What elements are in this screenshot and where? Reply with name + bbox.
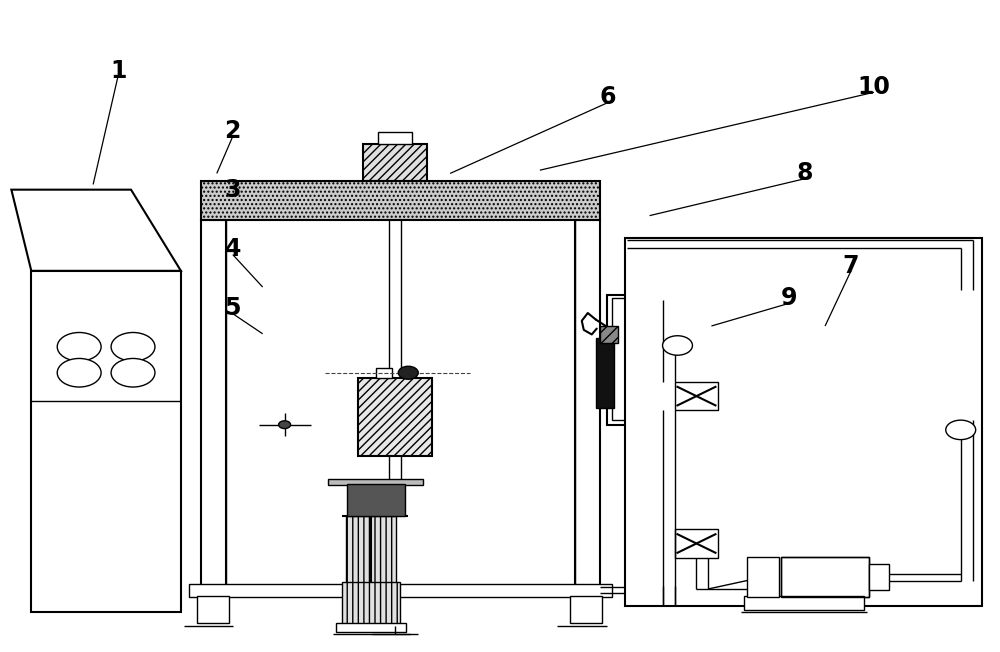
Bar [628,276,642,297]
Text: 1: 1 [110,59,126,83]
Bar [630,295,640,410]
Bar [197,596,229,623]
Text: 6: 6 [599,85,616,110]
Bar [612,298,679,420]
Circle shape [57,359,101,387]
Text: 7: 7 [843,254,859,278]
Bar [869,564,889,590]
Text: 5: 5 [224,297,241,321]
Circle shape [57,333,101,361]
Polygon shape [11,190,181,271]
Bar [376,368,392,378]
Bar [346,516,396,583]
Text: 9: 9 [781,286,797,310]
Bar [358,378,432,456]
Bar [388,185,402,196]
Text: 4: 4 [225,237,241,261]
Text: 2: 2 [225,119,241,143]
Bar [347,484,405,516]
Bar [389,196,401,501]
Circle shape [663,336,692,355]
Bar [744,596,864,610]
Text: 10: 10 [858,75,890,99]
Text: 8: 8 [797,162,813,185]
Bar [596,338,614,408]
Bar [201,220,226,587]
Bar [378,132,412,143]
Bar [570,596,602,623]
Circle shape [279,421,291,428]
Bar [675,382,718,410]
Bar [675,529,718,557]
Circle shape [111,359,155,387]
Bar [607,295,684,424]
Text: 3: 3 [224,177,241,201]
Bar [575,220,600,587]
Bar [342,582,400,625]
Bar [781,557,869,597]
Circle shape [111,333,155,361]
Bar [384,181,406,187]
Bar [31,271,181,612]
Bar [747,557,779,597]
Bar [363,143,427,181]
Bar [189,584,612,597]
Bar [625,238,982,606]
Bar [336,623,406,632]
Circle shape [398,366,418,379]
Circle shape [946,420,976,439]
Bar [201,181,600,220]
Bar [781,557,869,597]
Bar [600,326,618,343]
Bar [328,479,423,485]
